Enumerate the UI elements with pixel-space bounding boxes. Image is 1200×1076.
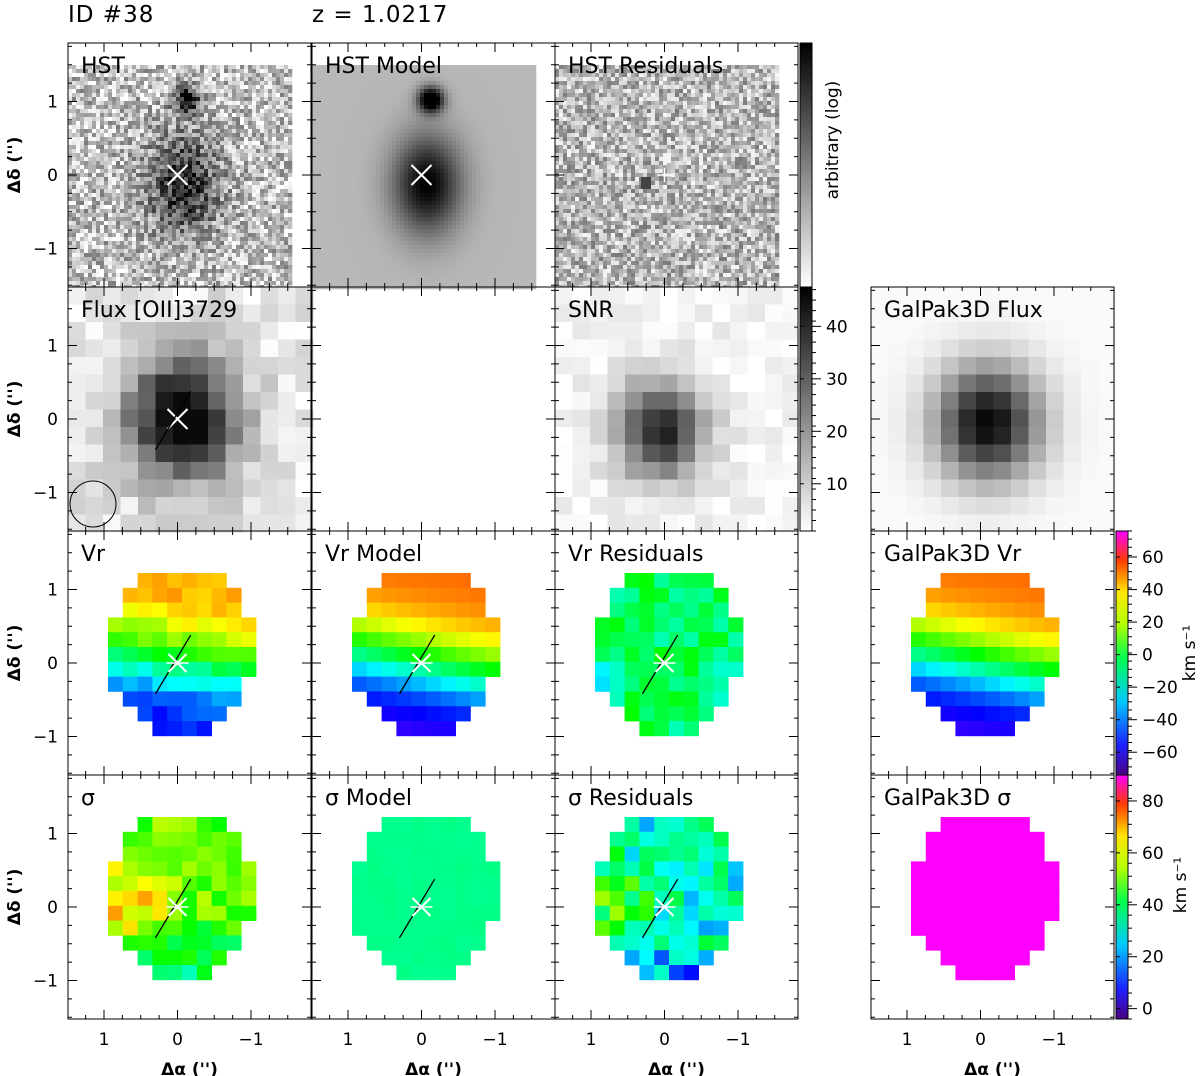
panel-title-hst_model: HST Model [325, 54, 442, 79]
position-angle-line [398, 878, 436, 939]
panel-snr: SNR [554, 286, 801, 533]
x-tick-label: 0 [975, 1030, 986, 1050]
position-angle-line [398, 634, 436, 695]
panel-vr_model: Vr Model [311, 530, 556, 776]
x-tick-label: −1 [482, 1030, 507, 1050]
panel-hst_residuals: HST Residuals [554, 42, 799, 290]
position-angle-line [154, 634, 192, 695]
colorbar-tick-label: 30 [826, 370, 848, 390]
colorbar-tick-label: −40 [1142, 711, 1178, 731]
y-tick-label: 0 [47, 166, 58, 186]
colorbar-snr: 10 20 30 40 [799, 286, 848, 532]
psf-circle [69, 480, 117, 528]
colorbar-tick-label: 40 [826, 317, 848, 337]
x-tick-label: 1 [99, 1030, 110, 1050]
panel-hst: −1 0 1 Δδ ('') HST [5, 42, 312, 290]
position-angle-line [154, 390, 192, 451]
panel-title-sigma: σ [81, 786, 95, 811]
y-axis-label: Δδ ('') [5, 625, 25, 682]
x-tick-label: 0 [659, 1030, 670, 1050]
y-tick-label: 1 [47, 337, 58, 357]
panel-frame [67, 774, 312, 1020]
y-tick-label: 1 [47, 825, 58, 845]
panel-frame [311, 286, 556, 532]
position-angle-line [641, 634, 679, 695]
colorbar-vr: 60 40 20 0 −20 −40 −60 [1115, 530, 1178, 776]
panel-title-flux: Flux [OII]3729 [81, 298, 237, 323]
colorbar-tick-label: −60 [1142, 743, 1178, 763]
colorbar-label-hst: arbitrary (log) [823, 81, 843, 200]
y-tick-label: −1 [33, 728, 58, 748]
colorbar-tick-label: 20 [826, 422, 848, 442]
panel-empty [311, 286, 556, 532]
colorbar-tick-label: 80 [1142, 792, 1164, 812]
x-tick-label: 0 [172, 1030, 183, 1050]
panel-title-hst_residuals: HST Residuals [568, 54, 723, 79]
y-axis-label: Δδ ('') [5, 137, 25, 194]
panel-title-hst: HST [81, 54, 126, 79]
panel-frame [554, 774, 799, 1020]
colorbar-hst [799, 42, 813, 288]
colorbar-tick-label: 40 [1142, 581, 1164, 601]
panel-sigma: −1 0 1 Δδ ('') −1 0 1 Δα ('') σ [5, 774, 312, 1076]
colorbar-tick-label: 20 [1142, 948, 1164, 968]
colorbar-tick-label: −20 [1142, 678, 1178, 698]
colorbar-label-vr: km s⁻¹ [1180, 625, 1200, 681]
panel-vr_residuals: Vr Residuals [554, 530, 799, 776]
x-axis-label: Δα ('') [648, 1060, 705, 1076]
x-tick-label: −1 [1041, 1030, 1066, 1050]
colorbar-tick-label: 10 [826, 475, 848, 495]
x-tick-label: 0 [416, 1030, 427, 1050]
panel-title-sigma_model: σ Model [325, 786, 412, 811]
y-tick-label: −1 [33, 240, 58, 260]
y-axis-label: Δδ ('') [5, 381, 25, 438]
x-axis-label: Δα ('') [161, 1060, 218, 1076]
x-tick-label: 1 [343, 1030, 354, 1050]
x-tick-label: 1 [586, 1030, 597, 1050]
x-axis-label: Δα ('') [964, 1060, 1021, 1076]
panel-title-sigma_residuals: σ Residuals [568, 786, 693, 811]
panel-title-galpak_flux: GalPak3D Flux [884, 298, 1043, 323]
colorbar-tick-label: 40 [1142, 896, 1164, 916]
panel-title-vr_model: Vr Model [325, 542, 422, 567]
colorbar-tick-label: 0 [1142, 1000, 1153, 1020]
panel-title-vr_residuals: Vr Residuals [568, 542, 703, 567]
colorbar-tick-label: 60 [1142, 844, 1164, 864]
panel-flux: −1 0 1 Δδ ('') Flux [OII]3729 [5, 286, 314, 533]
position-angle-line [154, 878, 192, 939]
colorbar-label-sigma: km s⁻¹ [1171, 857, 1191, 913]
panel-sigma_model: −1 0 1 Δα ('') σ Model [311, 774, 556, 1076]
x-tick-label: −1 [725, 1030, 750, 1050]
panel-hst_model: HST Model [311, 42, 556, 290]
panel-title-galpak_vr: GalPak3D Vr [884, 542, 1022, 567]
x-tick-label: 1 [902, 1030, 913, 1050]
y-tick-label: 0 [47, 410, 58, 430]
y-tick-label: −1 [33, 972, 58, 992]
colorbar-tick-label: 20 [1142, 613, 1164, 633]
colorbar-tick-label: 60 [1142, 548, 1164, 568]
y-tick-label: 1 [47, 581, 58, 601]
x-axis-label: Δα ('') [405, 1060, 462, 1076]
object-id: ID #38 [68, 2, 155, 28]
redshift: z = 1.0217 [312, 2, 449, 28]
panel-galpak_flux: GalPak3D Flux [870, 286, 1117, 533]
position-angle-line [641, 878, 679, 939]
panel-title-galpak_sigma: GalPak3D σ [884, 786, 1011, 811]
colorbar-tick-label: 0 [1142, 646, 1153, 666]
y-tick-label: −1 [33, 484, 58, 504]
panel-sigma_residuals: −1 0 1 Δα ('') σ Residuals [554, 774, 799, 1076]
colorbar-sigma: 80 60 40 20 0 [1115, 774, 1164, 1020]
panel-vr: −1 0 1 Δδ ('') Vr [5, 530, 312, 776]
x-tick-label: −1 [238, 1030, 263, 1050]
panel-frame [870, 774, 1115, 1020]
panel-galpak_vr: GalPak3D Vr [870, 530, 1115, 776]
y-axis-label: Δδ ('') [5, 869, 25, 926]
panel-title-vr: Vr [81, 542, 106, 567]
panel-title-snr: SNR [568, 298, 614, 323]
y-tick-label: 0 [47, 898, 58, 918]
y-tick-label: 1 [47, 93, 58, 113]
panel-galpak_sigma: −1 0 1 Δα ('') GalPak3D σ [870, 774, 1115, 1076]
y-tick-label: 0 [47, 654, 58, 674]
